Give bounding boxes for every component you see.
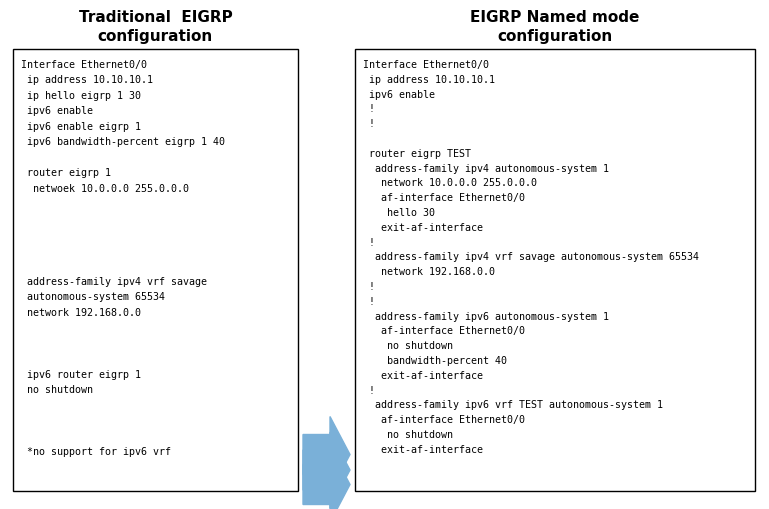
Text: network 192.168.0.0: network 192.168.0.0 <box>21 307 141 318</box>
Text: af-interface Ethernet0/0: af-interface Ethernet0/0 <box>363 326 525 336</box>
Text: ip address 10.10.10.1: ip address 10.10.10.1 <box>363 75 495 84</box>
Text: ipv6 bandwidth-percent eigrp 1 40: ipv6 bandwidth-percent eigrp 1 40 <box>21 137 225 147</box>
Text: Traditional  EIGRP
configuration: Traditional EIGRP configuration <box>78 10 232 43</box>
Text: exit-af-interface: exit-af-interface <box>363 370 483 380</box>
Text: !: ! <box>363 104 375 114</box>
Text: !: ! <box>363 296 375 306</box>
Text: address-family ipv6 autonomous-system 1: address-family ipv6 autonomous-system 1 <box>363 311 609 321</box>
Text: ip hello eigrp 1 30: ip hello eigrp 1 30 <box>21 91 141 101</box>
Polygon shape <box>303 432 350 508</box>
Polygon shape <box>303 446 350 509</box>
Text: !: ! <box>363 237 375 247</box>
Text: ipv6 router eigrp 1: ipv6 router eigrp 1 <box>21 369 141 379</box>
Text: af-interface Ethernet0/0: af-interface Ethernet0/0 <box>363 414 525 425</box>
Text: address-family ipv4 vrf savage autonomous-system 65534: address-family ipv4 vrf savage autonomou… <box>363 252 699 262</box>
Text: Interface Ethernet0/0: Interface Ethernet0/0 <box>21 60 147 70</box>
Text: ipv6 enable: ipv6 enable <box>21 106 93 116</box>
Text: bandwidth-percent 40: bandwidth-percent 40 <box>363 355 507 365</box>
Polygon shape <box>303 417 350 493</box>
Text: hello 30: hello 30 <box>363 208 435 217</box>
Text: ipv6 enable eigrp 1: ipv6 enable eigrp 1 <box>21 122 141 132</box>
Bar <box>355 50 755 491</box>
Text: network 10.0.0.0 255.0.0.0: network 10.0.0.0 255.0.0.0 <box>363 178 537 188</box>
Text: !: ! <box>363 281 375 292</box>
Text: network 192.168.0.0: network 192.168.0.0 <box>363 267 495 277</box>
Text: !: ! <box>363 119 375 129</box>
Text: address-family ipv4 autonomous-system 1: address-family ipv4 autonomous-system 1 <box>363 163 609 173</box>
Text: Interface Ethernet0/0: Interface Ethernet0/0 <box>363 60 489 70</box>
Text: *no support for ipv6 vrf: *no support for ipv6 vrf <box>21 446 171 457</box>
Text: EIGRP Named mode
configuration: EIGRP Named mode configuration <box>471 10 640 43</box>
Text: ip address 10.10.10.1: ip address 10.10.10.1 <box>21 75 153 86</box>
Text: netwoek 10.0.0.0 255.0.0.0: netwoek 10.0.0.0 255.0.0.0 <box>21 184 189 193</box>
Text: ipv6 enable: ipv6 enable <box>363 90 435 99</box>
Text: address-family ipv6 vrf TEST autonomous-system 1: address-family ipv6 vrf TEST autonomous-… <box>363 400 663 410</box>
Text: no shutdown: no shutdown <box>21 385 93 394</box>
Text: !: ! <box>363 385 375 395</box>
Bar <box>13 50 298 491</box>
Text: exit-af-interface: exit-af-interface <box>363 444 483 454</box>
Text: router eigrp TEST: router eigrp TEST <box>363 149 471 158</box>
Text: af-interface Ethernet0/0: af-interface Ethernet0/0 <box>363 193 525 203</box>
Text: no shutdown: no shutdown <box>363 341 453 351</box>
Text: address-family ipv4 vrf savage: address-family ipv4 vrf savage <box>21 276 207 287</box>
Text: router eigrp 1: router eigrp 1 <box>21 168 111 178</box>
Text: no shutdown: no shutdown <box>363 429 453 439</box>
Text: exit-af-interface: exit-af-interface <box>363 222 483 232</box>
Text: autonomous-system 65534: autonomous-system 65534 <box>21 292 165 302</box>
